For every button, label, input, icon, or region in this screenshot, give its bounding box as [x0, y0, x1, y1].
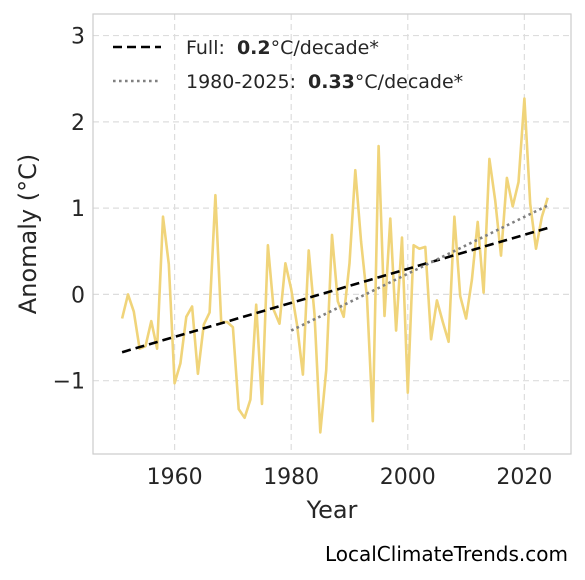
y-tick-label: 0 — [71, 283, 85, 308]
anomaly-series-line — [120, 97, 549, 434]
y-tick-label: −1 — [53, 370, 85, 395]
x-tick-label: 1980 — [263, 465, 319, 490]
legend-recent-name: 1980-2025: — [186, 71, 296, 93]
legend-full-unit: °C/decade* — [271, 37, 379, 59]
watermark: LocalClimateTrends.com — [325, 542, 568, 566]
legend: Full: 0.2°C/decade* 1980-2025: 0.33°C/de… — [113, 37, 463, 93]
x-tick-label: 2020 — [496, 465, 552, 490]
y-tick-labels: −1 0 1 2 3 — [53, 25, 85, 395]
legend-recent-unit: °C/decade* — [355, 71, 463, 93]
y-tick-label: 3 — [71, 25, 85, 50]
x-tick-labels: 1960 1980 2000 2020 — [147, 465, 553, 490]
x-axis-title: Year — [306, 496, 358, 524]
legend-full-value: 0.2 — [237, 37, 271, 59]
legend-label-recent: 1980-2025: 0.33°C/decade* — [186, 71, 463, 93]
y-tick-label: 2 — [71, 111, 85, 136]
legend-full-name: Full: — [186, 37, 225, 59]
legend-label-full: Full: 0.2°C/decade* — [186, 37, 379, 59]
y-axis-title: Anomaly (°C) — [14, 154, 42, 314]
y-tick-label: 1 — [71, 197, 85, 222]
grid — [93, 14, 571, 454]
legend-recent-value: 0.33 — [308, 71, 355, 93]
full-trend-line — [121, 226, 549, 354]
x-tick-label: 2000 — [380, 465, 436, 490]
plot-frame — [92, 13, 572, 455]
x-tick-label: 1960 — [147, 465, 203, 490]
series-layer — [120, 97, 549, 434]
